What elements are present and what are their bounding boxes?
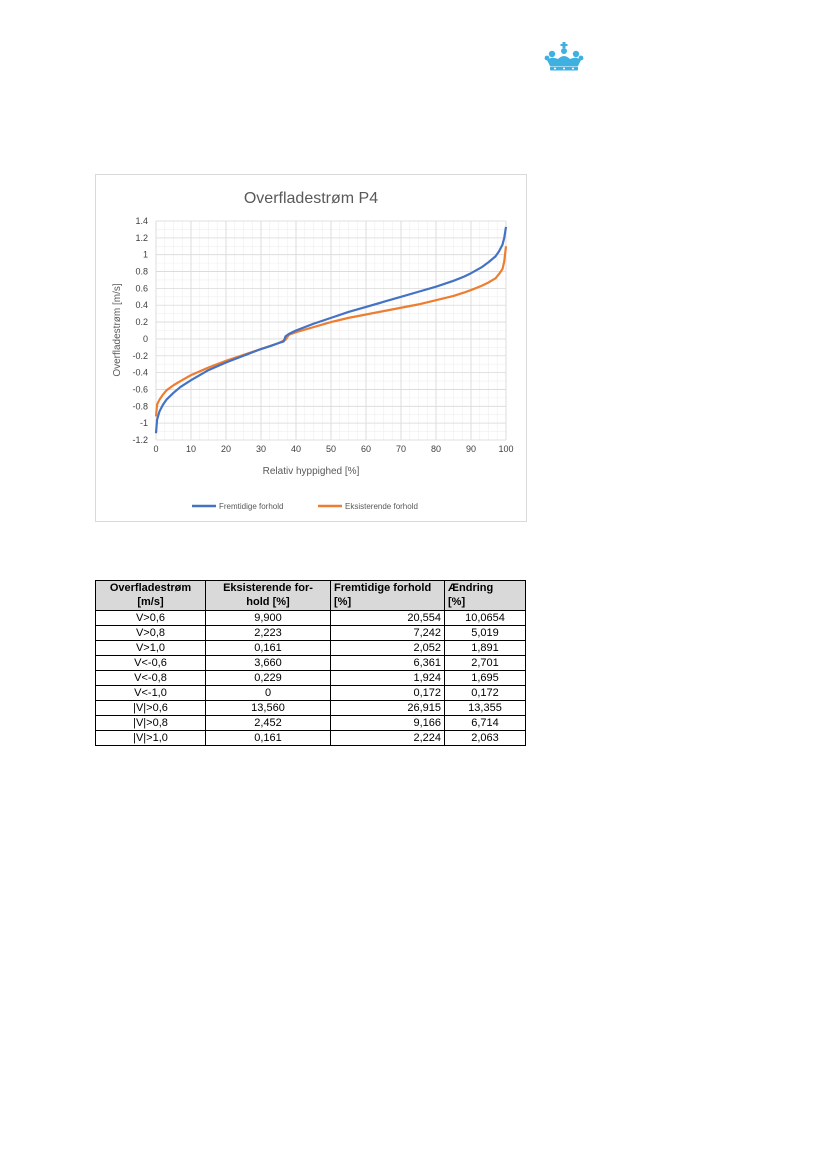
table-cell: 0,161 — [205, 640, 331, 656]
chart-frame: Overfladestrøm P4 0 10 20 30 40 50 60 70 80 90 100… — [95, 174, 527, 522]
x-tick-label: 40 — [291, 444, 301, 454]
x-tick-label: 80 — [431, 444, 441, 454]
table-cell: 9,900 — [205, 610, 331, 626]
header-cell: Eksisterende for-hold [%] — [205, 580, 331, 611]
y-tick-label: 1.4 — [135, 216, 148, 226]
series-lines — [154, 226, 508, 434]
table-row: |V|>0,6 13,560 26,915 13,355 — [95, 700, 526, 716]
table-cell: 6,361 — [330, 655, 445, 671]
table-cell: V>0,8 — [95, 625, 206, 641]
table-cell: V>1,0 — [95, 640, 206, 656]
table-cell: 1,891 — [444, 640, 526, 656]
table-row: V<-0,6 3,660 6,361 2,701 — [95, 655, 526, 671]
table-cell: 1,924 — [330, 670, 445, 686]
table-cell: 0,172 — [444, 685, 526, 701]
table-cell: 20,554 — [330, 610, 445, 626]
table-cell: V<-0,6 — [95, 655, 206, 671]
table-row: V>0,8 2,223 7,242 5,019 — [95, 625, 526, 641]
y-tick-label: 0.4 — [135, 300, 148, 310]
table-body: V>0,6 9,900 20,554 10,0654 V>0,8 2,223 7,242 5,… — [95, 610, 526, 746]
tick-labels: 0 10 20 30 40 50 60 70 80 90 100 1.4 1.2 1 0.8 0.6 0.4 0.… — [132, 216, 513, 454]
table-cell: 9,166 — [330, 715, 445, 731]
y-tick-label: -1 — [140, 418, 148, 428]
table-cell: 2,701 — [444, 655, 526, 671]
table-cell: V>0,6 — [95, 610, 206, 626]
data-table: Overfladestrøm [m/s] Eksisterende for-hol… — [95, 580, 526, 746]
table-row: V>0,6 9,900 20,554 10,0654 — [95, 610, 526, 626]
table-cell: 3,660 — [205, 655, 331, 671]
table-header-row: Overfladestrøm [m/s] Eksisterende for-hol… — [95, 580, 526, 611]
y-tick-label: 0.6 — [135, 283, 148, 293]
x-tick-label: 70 — [396, 444, 406, 454]
y-tick-label: -0.8 — [132, 401, 148, 411]
y-tick-label: -1.2 — [132, 435, 148, 445]
table-cell: 0,161 — [205, 730, 331, 746]
x-tick-label: 60 — [361, 444, 371, 454]
crown-icon — [544, 42, 584, 71]
table-row: |V|>0,8 2,452 9,166 6,714 — [95, 715, 526, 731]
table-cell: 1,695 — [444, 670, 526, 686]
table-cell: 5,019 — [444, 625, 526, 641]
table-row: V>1,0 0,161 2,052 1,891 — [95, 640, 526, 656]
table-row: V<-1,0 0 0,172 0,172 — [95, 685, 526, 701]
legend-label-eksisterende: Eksisterende forhold — [345, 502, 418, 511]
legend-label-fremtidige: Fremtidige forhold — [219, 502, 283, 511]
table-cell: 0,172 — [330, 685, 445, 701]
table-cell: V<-1,0 — [95, 685, 206, 701]
table-cell: 10,0654 — [444, 610, 526, 626]
y-tick-label: -0.6 — [132, 384, 148, 394]
x-tick-label: 50 — [326, 444, 336, 454]
header-cell: Fremtidige forhold [%] — [330, 580, 445, 611]
table-row: |V|>1,0 0,161 2,224 2,063 — [95, 730, 526, 746]
table-cell: 7,242 — [330, 625, 445, 641]
table-cell: 0,229 — [205, 670, 331, 686]
table-cell: 13,355 — [444, 700, 526, 716]
x-tick-label: 100 — [498, 444, 513, 454]
table-cell: |V|>1,0 — [95, 730, 206, 746]
table-cell: |V|>0,8 — [95, 715, 206, 731]
y-tick-label: -0.4 — [132, 368, 148, 378]
y-tick-label: 0.2 — [135, 317, 148, 327]
table-row: V<-0,8 0,229 1,924 1,695 — [95, 670, 526, 686]
header-cell: Ændring [%] — [444, 580, 526, 611]
table-cell: 2,452 — [205, 715, 331, 731]
table-cell: 2,063 — [444, 730, 526, 746]
table-cell: 13,560 — [205, 700, 331, 716]
legend: Fremtidige forhold Eksisterende forhold — [192, 502, 418, 511]
x-tick-label: 90 — [466, 444, 476, 454]
table-cell: 2,223 — [205, 625, 331, 641]
y-tick-label: -0.2 — [132, 351, 148, 361]
y-tick-label: 0.8 — [135, 267, 148, 277]
y-tick-label: 0 — [143, 334, 148, 344]
table-cell: 2,224 — [330, 730, 445, 746]
chart-title: Overfladestrøm P4 — [244, 190, 378, 207]
table-cell: V<-0,8 — [95, 670, 206, 686]
series-line — [154, 246, 508, 417]
header-cell: Overfladestrøm [m/s] — [95, 580, 206, 611]
x-axis-label: Relativ hyppighed [%] — [263, 466, 360, 477]
x-tick-label: 0 — [153, 444, 158, 454]
y-axis-label: Overfladestrøm [m/s] — [112, 283, 123, 377]
x-tick-label: 10 — [186, 444, 196, 454]
table-cell: |V|>0,6 — [95, 700, 206, 716]
chart-grid — [155, 220, 507, 441]
table-cell: 0 — [205, 685, 331, 701]
x-tick-label: 20 — [221, 444, 231, 454]
table-cell: 6,714 — [444, 715, 526, 731]
table-cell: 26,915 — [330, 700, 445, 716]
line-chart: Overfladestrøm P4 0 10 20 30 40 50 60 70 80 90 100… — [112, 190, 514, 511]
series-line — [154, 226, 508, 434]
x-tick-label: 30 — [256, 444, 266, 454]
table-cell: 2,052 — [330, 640, 445, 656]
y-tick-label: 1.2 — [135, 233, 148, 243]
y-tick-label: 1 — [143, 250, 148, 260]
